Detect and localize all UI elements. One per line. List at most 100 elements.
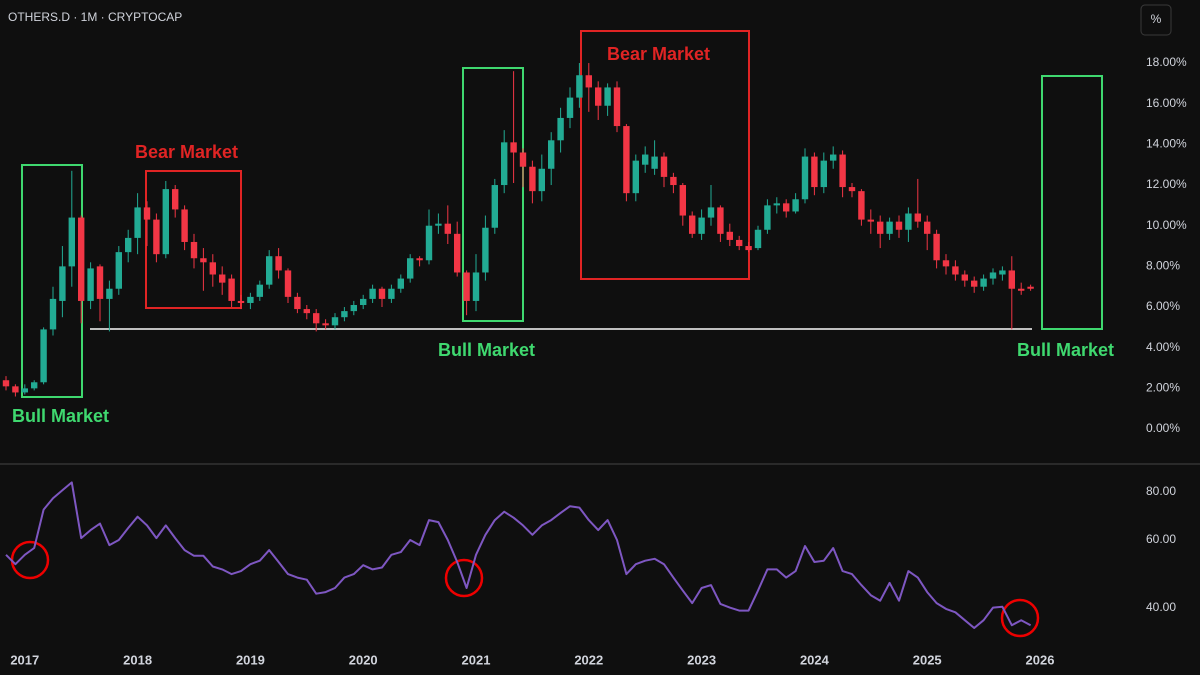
candle-body [1018, 288, 1025, 291]
candle-body [651, 156, 658, 169]
candle-body [538, 168, 545, 192]
candle-body [87, 268, 94, 301]
candle-body [209, 262, 216, 275]
percent-button[interactable] [1140, 4, 1172, 36]
candle-body [989, 272, 997, 279]
x-tick-label: 2019 [236, 652, 265, 667]
candle-body [425, 225, 433, 261]
candle-body [96, 266, 104, 299]
candle-body [792, 199, 799, 212]
candle-body [519, 152, 527, 167]
candle-body [435, 223, 442, 226]
candle-body [914, 213, 921, 222]
y-tick-label: 4.00% [1146, 340, 1180, 354]
y-tick-label: 16.00% [1146, 96, 1187, 110]
candle-body [670, 176, 677, 186]
annotation: Bull Market [12, 406, 109, 426]
candle-body [707, 207, 715, 218]
candle-body [933, 233, 940, 261]
chart-title: OTHERS.D · 1M · CRYPTOCAP [8, 10, 182, 24]
highlight-circle [1000, 598, 1040, 638]
candle-body [134, 207, 141, 238]
candle-body [482, 227, 489, 273]
candle-body [886, 221, 893, 234]
annotation: Bull Market [1017, 340, 1114, 360]
y-tick-label: 60.00 [1146, 532, 1176, 546]
candle-body [632, 160, 639, 194]
y-tick-label: 6.00% [1146, 299, 1180, 313]
x-tick-label: 2017 [10, 652, 39, 667]
candle-body [294, 296, 301, 310]
candle-body [407, 258, 414, 279]
candle-body [12, 386, 19, 393]
candle-body [585, 75, 592, 88]
candle-body [378, 288, 386, 299]
candle-body [172, 189, 179, 210]
x-tick-label: 2026 [1026, 652, 1055, 667]
candle-body [1027, 286, 1034, 289]
candle-body [115, 252, 122, 289]
candle-body [266, 256, 273, 285]
candle-body [49, 298, 57, 330]
candle-body [679, 185, 686, 216]
annotation-box [462, 67, 524, 322]
candle-body [839, 154, 846, 188]
y-tick-label: 40.00 [1146, 600, 1176, 614]
candle-body [576, 75, 583, 98]
candle-body [219, 274, 226, 283]
y-tick-label: 18.00% [1146, 55, 1187, 69]
candle-body [660, 156, 668, 177]
candle-body [736, 239, 743, 247]
annotation-box [1041, 75, 1103, 330]
candle-body [40, 329, 47, 383]
x-tick-label: 2024 [800, 652, 830, 667]
candle-body [322, 323, 329, 326]
candle-body [463, 272, 470, 301]
x-tick-label: 2025 [913, 652, 942, 667]
candle-body [360, 298, 367, 306]
candle-body [773, 203, 780, 206]
candle-body [444, 223, 451, 234]
candle-body [2, 380, 10, 387]
highlight-circle [444, 558, 484, 598]
y-tick-label: 8.00% [1146, 259, 1180, 273]
candle-body [143, 207, 151, 220]
candle-body [181, 209, 188, 242]
x-tick-label: 2020 [349, 652, 378, 667]
candle-body [858, 191, 865, 220]
annotation-box [145, 170, 242, 309]
candle-body [604, 87, 611, 106]
y-tick-label: 80.00 [1146, 484, 1176, 498]
y-tick-label: 10.00% [1146, 218, 1187, 232]
candle-body [905, 213, 912, 230]
candle-body [472, 272, 480, 301]
highlight-circle [10, 540, 50, 580]
candle-body [21, 388, 28, 393]
candle-body [510, 142, 517, 153]
candle-body [980, 278, 987, 287]
rsi-line [5, 481, 1032, 629]
candle-body [971, 280, 978, 287]
candle-body [454, 233, 461, 273]
candle-body [961, 274, 968, 281]
candle-body [689, 215, 696, 234]
candle-body [942, 260, 950, 267]
candle-body [501, 142, 508, 186]
candle-body [284, 270, 292, 297]
candle-body [153, 219, 160, 255]
candle-body [848, 187, 856, 192]
candle-body [924, 221, 931, 234]
candle-body [642, 154, 649, 165]
candle-body [125, 237, 132, 253]
candle-body [754, 229, 762, 249]
candle-body [341, 311, 348, 318]
x-tick-label: 2021 [462, 652, 491, 667]
annotation-box [21, 164, 83, 398]
candle-body [745, 246, 752, 251]
percent-button-label[interactable]: % [1151, 12, 1162, 26]
candle-body [698, 217, 705, 234]
candle-body [548, 140, 555, 169]
candle-body [566, 97, 574, 118]
candle-body [999, 270, 1006, 275]
